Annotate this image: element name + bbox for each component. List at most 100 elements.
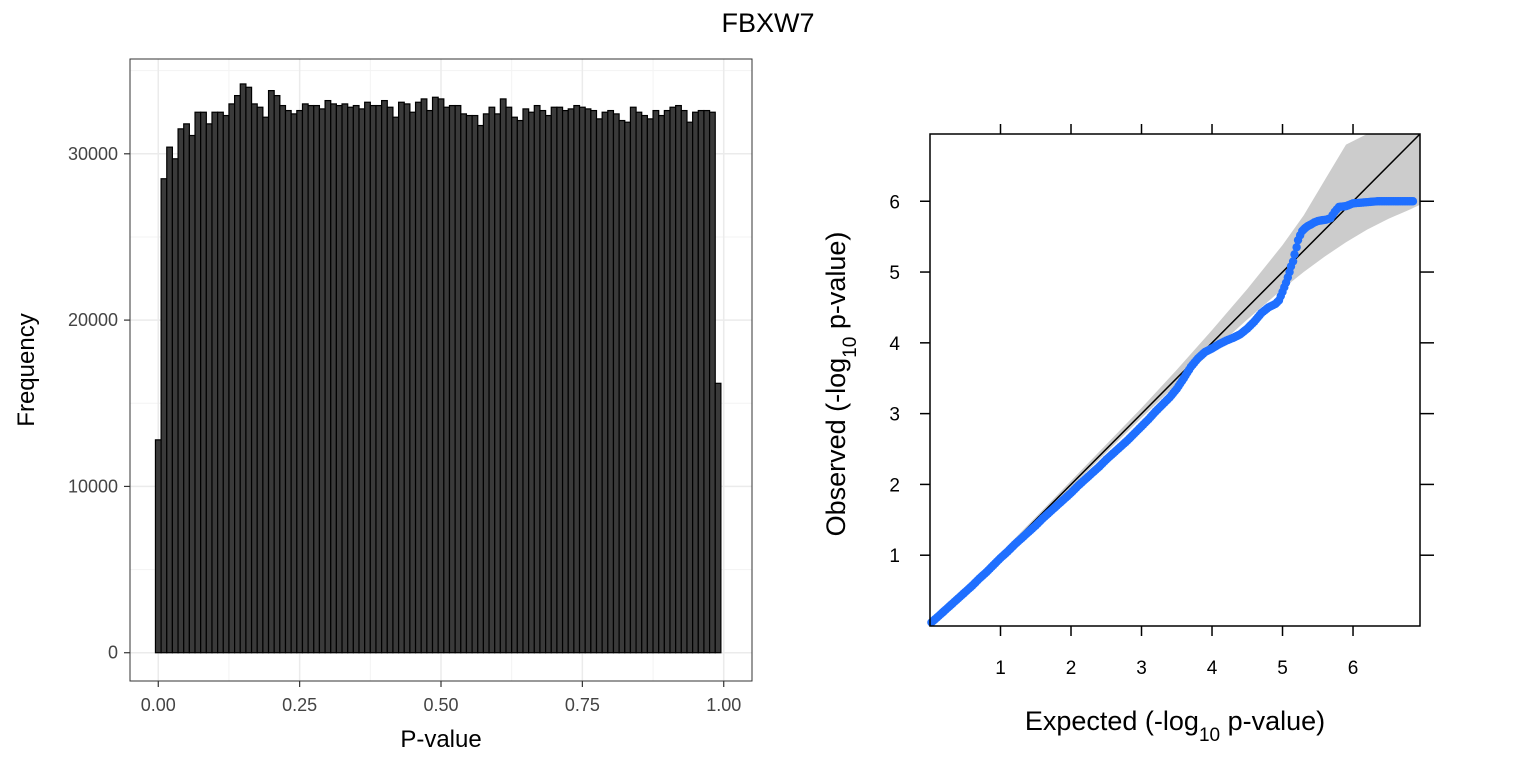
histogram-bar	[454, 104, 462, 654]
histogram-bar	[703, 109, 711, 654]
qq-y-label-subscript: 10	[840, 337, 861, 358]
histogram-bar	[567, 108, 575, 654]
qq-y-tick-label: 5	[889, 263, 900, 284]
histogram-bar	[397, 101, 405, 654]
histogram-x-ticks: 0.00 0.25 0.50 0.75 1.00	[141, 681, 741, 715]
histogram-bar	[239, 83, 247, 654]
qq-y-label-main: Observed (-log	[821, 358, 851, 537]
qq-panel-frame	[929, 133, 1421, 627]
histogram-bar	[217, 111, 224, 654]
qq-point	[1408, 197, 1418, 206]
histogram-bar	[516, 119, 524, 654]
histogram-bar	[262, 116, 270, 654]
histogram-bar	[539, 109, 547, 654]
histogram-bar	[641, 114, 648, 654]
histogram-bar	[369, 104, 377, 654]
histogram-bar	[494, 113, 501, 654]
histogram-bar	[499, 98, 507, 654]
histogram-bar	[511, 116, 518, 654]
histogram-bar	[584, 108, 592, 654]
histogram-chart: 0.00 0.25 0.50 0.75 1.00 0 10000 20000 30000 P-…	[13, 58, 753, 753]
histogram-bar	[256, 106, 264, 654]
qq-x-tick-label: 3	[1136, 658, 1147, 679]
qq-y-tick-label: 1	[889, 546, 900, 567]
histogram-bar	[697, 109, 705, 654]
histogram-bar	[426, 109, 434, 654]
histogram-bar	[381, 99, 388, 654]
histogram-bar	[663, 109, 671, 654]
histogram-bar	[431, 96, 439, 654]
histogram-bar	[708, 111, 716, 654]
histogram-bar	[573, 104, 581, 654]
histogram-bar	[177, 128, 185, 654]
histogram-bar	[612, 113, 620, 654]
histogram-y-axis-label: Frequency	[13, 313, 40, 426]
qq-x-tick-label: 5	[1277, 658, 1288, 679]
histogram-x-tick-label: 0.00	[141, 695, 176, 715]
histogram-bar	[358, 108, 366, 654]
histogram-bar	[635, 111, 643, 654]
histogram-bar	[460, 113, 468, 654]
histogram-bar	[352, 104, 360, 654]
histogram-bar	[409, 111, 417, 654]
histogram-bar	[692, 111, 699, 654]
histogram-bar	[545, 114, 552, 654]
histogram-bar	[160, 178, 168, 654]
histogram-x-axis-label: P-value	[400, 726, 481, 753]
qq-y-tick-label: 3	[889, 405, 900, 426]
histogram-bar	[228, 103, 236, 654]
qq-x-label-main: Expected (-log	[1025, 706, 1199, 736]
histogram-bar	[556, 106, 564, 654]
histogram-bar	[222, 114, 230, 654]
qq-ticks: 1 2 3 4 5 6 1 2 3 4 5 6	[889, 124, 1434, 679]
histogram-bar	[675, 104, 682, 654]
histogram-bar	[403, 103, 411, 654]
histogram-bar	[646, 118, 654, 654]
histogram-bar	[267, 89, 275, 654]
histogram-bar	[290, 113, 298, 654]
qq-point	[1290, 250, 1299, 259]
histogram-bar	[595, 118, 603, 654]
qq-points	[927, 197, 1418, 627]
qq-point	[1288, 257, 1298, 266]
histogram-bar	[686, 121, 694, 654]
histogram-bars	[154, 83, 722, 654]
histogram-bar	[284, 109, 292, 654]
histogram-bar	[364, 101, 371, 654]
histogram-bar	[420, 98, 428, 654]
histogram-bar	[437, 98, 445, 654]
histogram-bar	[211, 111, 219, 654]
histogram-bar	[601, 111, 609, 654]
qq-x-tick-label: 6	[1348, 658, 1359, 679]
histogram-bar	[250, 103, 258, 654]
histogram-bar	[590, 109, 598, 654]
histogram-bar	[477, 124, 485, 654]
histogram-bar	[550, 106, 558, 654]
histogram-bar	[188, 134, 196, 654]
figure-title: FBXW7	[721, 8, 814, 38]
histogram-bar	[471, 114, 479, 654]
histogram-bar	[522, 108, 530, 654]
qq-x-axis-label: Expected (-log10 p-value)	[1025, 706, 1325, 746]
histogram-bar	[624, 121, 632, 654]
histogram-bar	[279, 104, 287, 654]
histogram-bar	[194, 111, 202, 654]
qq-x-tick-label: 2	[1066, 658, 1077, 679]
histogram-bar	[680, 109, 688, 654]
histogram-bar	[296, 109, 304, 654]
histogram-bar	[533, 104, 541, 654]
histogram-bar	[341, 103, 349, 654]
histogram-bar	[166, 146, 174, 654]
histogram-x-tick-label: 1.00	[706, 695, 741, 715]
histogram-bar	[200, 111, 207, 654]
histogram-y-tick-label: 20000	[68, 310, 118, 330]
histogram-bar	[154, 439, 162, 654]
histogram-y-ticks: 0 10000 20000 30000	[68, 144, 130, 663]
histogram-bar	[347, 106, 354, 654]
histogram-x-tick-label: 0.25	[282, 695, 317, 715]
qq-point	[1292, 243, 1301, 252]
histogram-bar	[392, 116, 400, 654]
histogram-y-tick-label: 10000	[68, 476, 118, 496]
